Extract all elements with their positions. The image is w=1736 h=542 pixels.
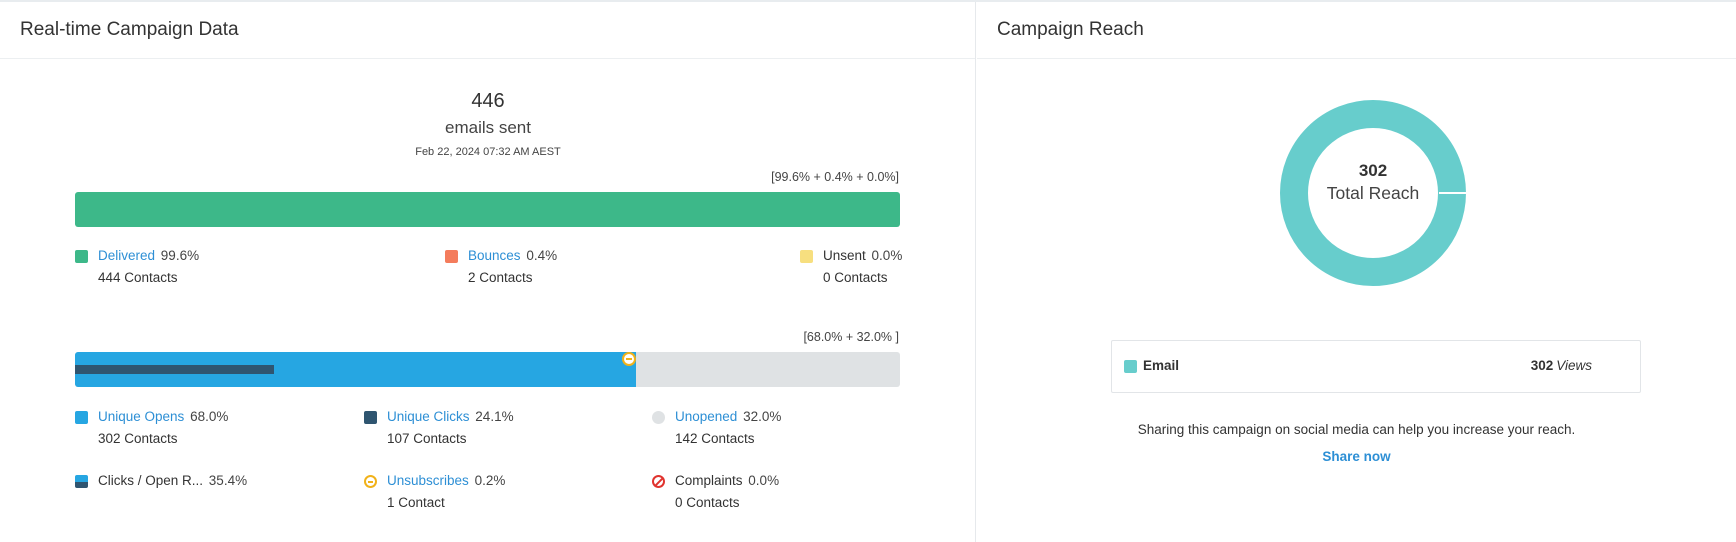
unique-clicks-contacts: 107 Contacts bbox=[387, 431, 467, 446]
unique-opens-percent: 68.0% bbox=[190, 409, 229, 424]
reach-donut-chart[interactable]: 302 Total Reach bbox=[1279, 99, 1467, 287]
unique-opens-swatch bbox=[75, 411, 88, 424]
unsent-swatch bbox=[800, 250, 813, 263]
donut-center: 302 Total Reach bbox=[1279, 161, 1467, 204]
delivery-breakdown-label: [99.6% + 0.4% + 0.0%] bbox=[771, 170, 899, 184]
unsubscribes-percent: 0.2% bbox=[474, 473, 506, 488]
reach-channel-row: Email 302 Views bbox=[1111, 340, 1641, 393]
unique-clicks-link[interactable]: Unique Clicks bbox=[387, 409, 470, 424]
delivery-bar[interactable] bbox=[75, 192, 900, 227]
legend-unsubscribes[interactable]: Unsubscribes 0.2% 1 Contact bbox=[364, 472, 505, 512]
panel-header: Real-time Campaign Data bbox=[0, 2, 975, 59]
total-reach-value: 302 bbox=[1358, 161, 1388, 180]
total-reach-label: Total Reach bbox=[1326, 183, 1420, 203]
unique-clicks-swatch bbox=[364, 411, 377, 424]
emails-sent-label: emails sent bbox=[445, 118, 531, 137]
email-views: 302 Views bbox=[1531, 358, 1592, 373]
share-prompt-text: Sharing this campaign on social media ca… bbox=[1137, 422, 1576, 437]
email-views-count: 302 bbox=[1530, 358, 1554, 373]
unsubscribes-link[interactable]: Unsubscribes bbox=[387, 473, 469, 488]
unsubscribe-icon bbox=[364, 475, 377, 488]
share-now-link[interactable]: Share now bbox=[1322, 449, 1391, 464]
clicks-segment[interactable] bbox=[75, 365, 274, 374]
delivered-link[interactable]: Delivered bbox=[98, 248, 156, 263]
complaints-label: Complaints bbox=[675, 473, 743, 488]
emails-sent-count: 446 bbox=[471, 90, 505, 112]
top-border bbox=[0, 0, 1736, 2]
panel-title: Real-time Campaign Data bbox=[20, 19, 239, 40]
unopened-swatch bbox=[652, 411, 665, 424]
delivered-swatch bbox=[75, 250, 88, 263]
engagement-breakdown-label: [68.0% + 32.0% ] bbox=[803, 330, 899, 344]
unopened-link[interactable]: Unopened bbox=[675, 409, 738, 424]
legend-click-to-open-rate: Clicks / Open R... 35.4% bbox=[75, 472, 247, 490]
bounces-percent: 0.4% bbox=[526, 248, 558, 263]
unsubscribes-contacts: 1 Contact bbox=[387, 495, 445, 510]
click-to-open-percent: 35.4% bbox=[208, 473, 248, 488]
legend-unique-opens[interactable]: Unique Opens 68.0% 302 Contacts bbox=[75, 408, 228, 448]
engagement-bar[interactable] bbox=[75, 352, 900, 387]
complaints-percent: 0.0% bbox=[748, 473, 780, 488]
unique-opens-contacts: 302 Contacts bbox=[98, 431, 178, 446]
unopened-contacts: 142 Contacts bbox=[675, 431, 755, 446]
unopened-percent: 32.0% bbox=[743, 409, 782, 424]
sent-date: Feb 22, 2024 07:32 AM AEST bbox=[415, 146, 561, 158]
delivered-percent: 99.6% bbox=[160, 248, 200, 263]
unique-clicks-percent: 24.1% bbox=[475, 409, 514, 424]
panel-title: Campaign Reach bbox=[997, 19, 1144, 40]
legend-complaints: Complaints 0.0% 0 Contacts bbox=[652, 472, 779, 512]
bounces-swatch bbox=[445, 250, 458, 263]
unsent-contacts: 0 Contacts bbox=[823, 270, 888, 285]
legend-unique-clicks[interactable]: Unique Clicks 24.1% 107 Contacts bbox=[364, 408, 514, 448]
unique-opens-link[interactable]: Unique Opens bbox=[98, 409, 185, 424]
click-to-open-label: Clicks / Open R... bbox=[98, 473, 204, 488]
email-channel-swatch bbox=[1124, 360, 1137, 373]
unsent-percent: 0.0% bbox=[871, 248, 903, 263]
unsent-label: Unsent bbox=[823, 248, 866, 263]
click-to-open-icon bbox=[75, 475, 88, 488]
delivered-contacts: 444 Contacts bbox=[98, 270, 178, 285]
complaint-icon bbox=[652, 475, 665, 488]
legend-unopened[interactable]: Unopened 32.0% 142 Contacts bbox=[652, 408, 781, 448]
legend-unsent: Unsent 0.0% 0 Contacts bbox=[800, 247, 902, 287]
campaign-reach-panel: Campaign Reach 302 Total Reach Email 302… bbox=[977, 2, 1736, 542]
email-views-label: Views bbox=[1556, 358, 1592, 373]
bounces-contacts: 2 Contacts bbox=[468, 270, 533, 285]
legend-delivered[interactable]: Delivered 99.6% 444 Contacts bbox=[75, 247, 199, 287]
donut-svg bbox=[1280, 100, 1467, 286]
email-channel-label: Email bbox=[1143, 358, 1180, 373]
unsubscribe-marker-icon[interactable] bbox=[622, 352, 636, 366]
realtime-campaign-panel: Real-time Campaign Data 446 emails sent … bbox=[0, 2, 976, 542]
bounces-link[interactable]: Bounces bbox=[468, 248, 521, 263]
panel-header: Campaign Reach bbox=[977, 2, 1736, 59]
legend-bounces[interactable]: Bounces 0.4% 2 Contacts bbox=[445, 247, 557, 287]
complaints-contacts: 0 Contacts bbox=[675, 495, 740, 510]
